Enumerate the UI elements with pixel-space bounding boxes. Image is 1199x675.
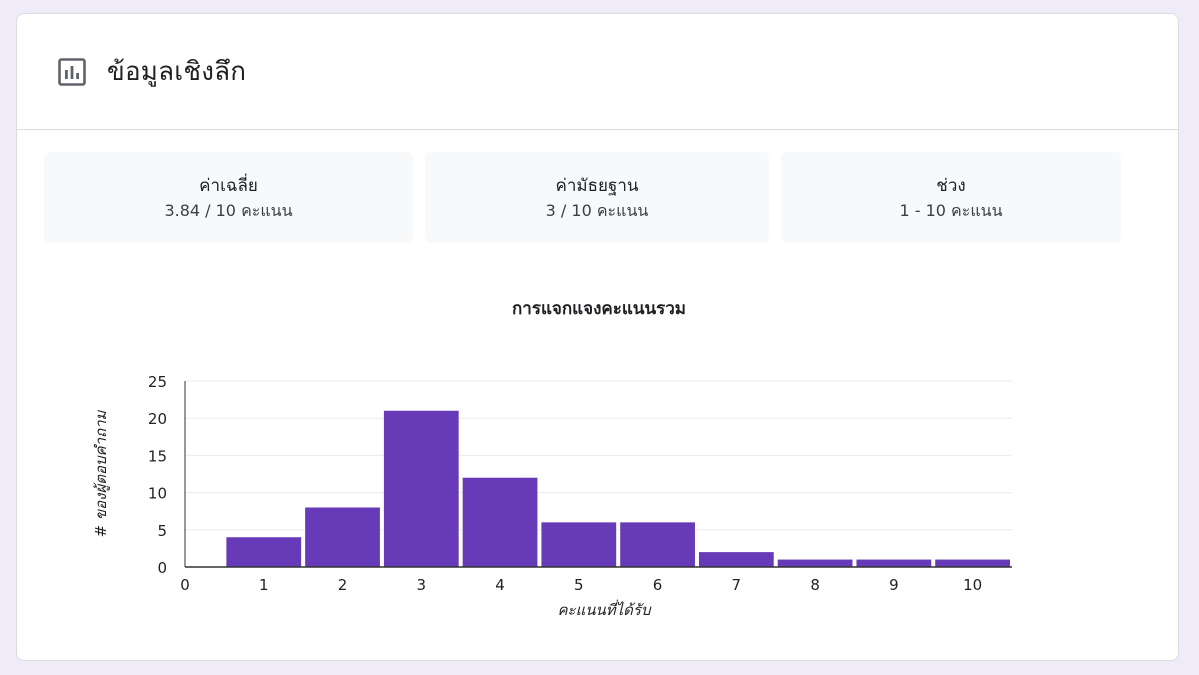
x-axis-label: คะแนนที่ได้รับ xyxy=(557,599,651,619)
stat-mean-value: 3.84 / 10 คะแนน xyxy=(164,201,293,220)
bar-score-4 xyxy=(462,477,538,567)
stat-mean-label: ค่าเฉลี่ย xyxy=(199,176,258,196)
bar-chart-icon xyxy=(57,57,87,87)
y-tick-label: 5 xyxy=(157,522,167,540)
x-tick-label: 0 xyxy=(180,576,190,594)
stat-range: ช่วง 1 - 10 คะแนน xyxy=(781,152,1121,243)
page-title: ข้อมูลเชิงลึก xyxy=(107,57,247,87)
x-tick-label: 9 xyxy=(889,576,899,594)
y-tick-label: 20 xyxy=(148,410,167,428)
bar-score-10 xyxy=(935,559,1010,567)
y-tick-labels: 0 5 10 15 20 25 xyxy=(148,373,167,577)
x-tick-label: 5 xyxy=(574,576,584,594)
stat-median-value: 3 / 10 คะแนน xyxy=(545,201,649,220)
bar-score-5 xyxy=(541,522,617,567)
x-tick-label: 10 xyxy=(963,576,982,594)
stat-range-value: 1 - 10 คะแนน xyxy=(899,201,1003,220)
y-tick-label: 10 xyxy=(148,485,167,503)
y-tick-label: 25 xyxy=(148,373,167,391)
x-tick-label: 8 xyxy=(810,576,820,594)
y-tick-label: 15 xyxy=(148,447,167,465)
bar-score-2 xyxy=(305,507,380,567)
x-tick-label: 6 xyxy=(653,576,663,594)
y-axis-label: # ของผู้ตอบคำถาม xyxy=(92,409,110,537)
x-tick-label: 3 xyxy=(417,576,427,594)
chart-title: การแจกแจงคะแนนรวม xyxy=(512,299,686,319)
stat-median: ค่ามัธยฐาน 3 / 10 คะแนน xyxy=(425,152,769,243)
bar-score-7 xyxy=(698,552,774,567)
bar-score-3 xyxy=(383,410,459,567)
bar-score-6 xyxy=(620,522,695,567)
x-tick-label: 4 xyxy=(495,576,505,594)
chart-gridlines xyxy=(185,380,1012,531)
stat-mean: ค่าเฉลี่ย 3.84 / 10 คะแนน xyxy=(44,152,413,243)
x-tick-labels: 0 1 2 3 4 5 6 7 8 9 10 xyxy=(180,576,982,594)
insights-header: ข้อมูลเชิงลึก xyxy=(17,14,1178,130)
chart-bars xyxy=(226,410,1010,567)
bar-score-9 xyxy=(856,559,932,567)
x-tick-label: 7 xyxy=(732,576,742,594)
chart-axes xyxy=(184,381,1012,568)
x-tick-label: 2 xyxy=(338,576,348,594)
bar-score-1 xyxy=(226,537,302,567)
y-tick-label: 0 xyxy=(157,559,167,577)
stat-range-label: ช่วง xyxy=(936,176,966,196)
bar-score-8 xyxy=(777,559,853,567)
stat-median-label: ค่ามัธยฐาน xyxy=(555,176,639,196)
x-tick-label: 1 xyxy=(259,576,269,594)
